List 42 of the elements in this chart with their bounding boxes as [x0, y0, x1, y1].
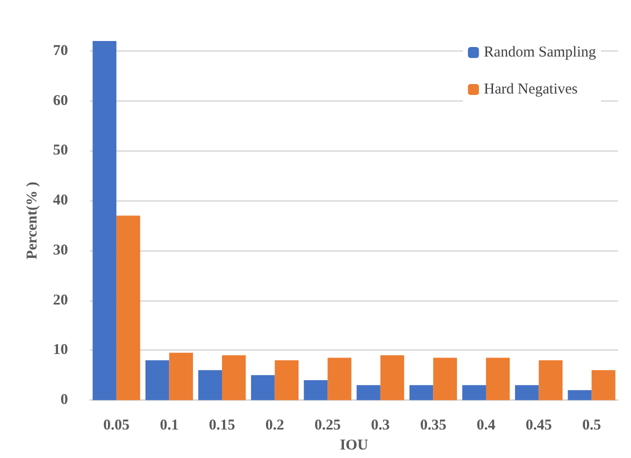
bar	[92, 41, 116, 400]
bar	[198, 370, 222, 400]
x-tick-label: 0.35	[420, 418, 446, 434]
bar	[486, 358, 510, 400]
bar	[274, 360, 299, 400]
x-tick-label: 0.4	[476, 418, 496, 434]
y-tick-label: 60	[53, 92, 68, 109]
y-tick-label: 30	[53, 242, 68, 258]
bar	[356, 385, 380, 400]
bar	[145, 360, 170, 400]
y-tick-label: 50	[53, 142, 68, 159]
y-tick-label: 70	[53, 42, 68, 59]
y-axis-title: Percent(% )	[24, 182, 40, 260]
bar	[304, 380, 328, 400]
x-tick-label: 0.45	[526, 418, 552, 434]
bar	[328, 358, 352, 400]
bar	[251, 375, 275, 400]
bar	[515, 385, 539, 400]
y-tick-label: 0	[60, 392, 68, 408]
x-axis-title: IOU	[340, 438, 368, 454]
bar	[222, 355, 246, 400]
bar	[169, 352, 193, 400]
y-tick-label: 40	[53, 192, 68, 209]
x-tick-label: 0.15	[208, 418, 236, 434]
x-tick-label: 0.05	[103, 418, 130, 434]
bar	[433, 358, 457, 400]
bar	[409, 385, 434, 400]
x-tick-label: 0.5	[582, 418, 601, 434]
y-tick-label: 10	[53, 342, 68, 358]
x-tick-label: 0.3	[371, 418, 390, 434]
legend-label: Hard Negatives	[484, 82, 578, 98]
x-tick-label: 0.25	[314, 418, 341, 434]
x-tick-label: 0.2	[265, 418, 284, 434]
bar	[380, 355, 404, 400]
bar	[116, 216, 140, 400]
bar	[462, 385, 486, 400]
y-tick-label: 20	[53, 292, 68, 308]
bar	[538, 360, 563, 400]
bar	[568, 390, 592, 400]
bar	[592, 370, 616, 400]
legend-label: Random Sampling	[484, 44, 596, 60]
x-tick-label: 0.1	[160, 418, 179, 434]
